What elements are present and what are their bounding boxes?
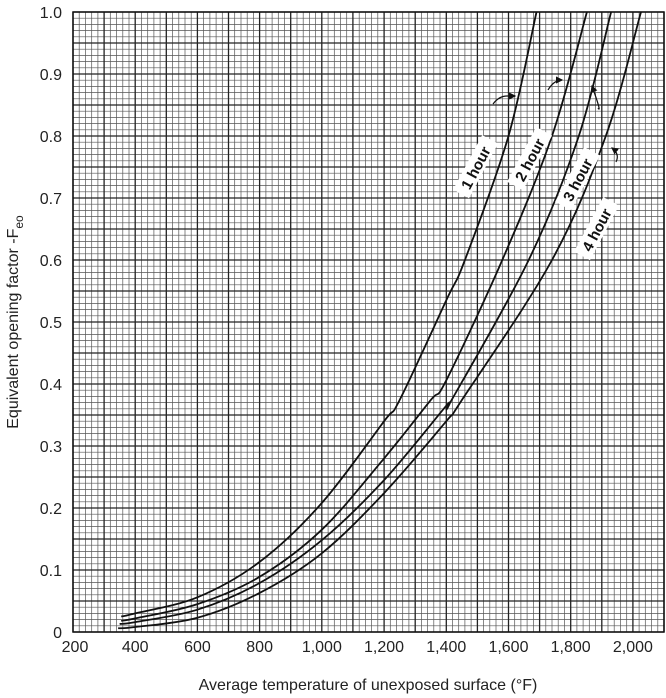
x-tick-label: 1,600 xyxy=(488,639,528,656)
y-tick-label: 0.3 xyxy=(40,439,62,456)
x-tick-label: 1,400 xyxy=(426,639,466,656)
curves xyxy=(118,11,642,630)
y-tick-label: 0.6 xyxy=(40,253,62,270)
y-axis-title-main: Equivalent opening factor -F xyxy=(5,228,22,428)
series-line-3-hour xyxy=(119,11,612,625)
y-tick-label: 0.9 xyxy=(40,67,62,84)
y-tick-labels: 0 0.1 0.2 0.3 0.4 0.5 0.6 0.7 0.8 0.9 1.0 xyxy=(40,5,62,642)
curve-label-arrow xyxy=(611,147,619,163)
y-tick-label: 0.2 xyxy=(40,501,62,518)
series-line-4-hour xyxy=(118,11,642,630)
x-tick-label: 600 xyxy=(184,639,211,656)
x-tick-labels: 200 400 600 800 1,000 1,200 1,400 1,600 1,800 2,0… xyxy=(62,639,653,656)
y-tick-label: 0.8 xyxy=(40,129,62,146)
y-tick-label: 0.1 xyxy=(40,563,62,580)
curve-label-background xyxy=(453,135,499,199)
y-tick-label: 0 xyxy=(53,625,62,642)
curve-label-background xyxy=(574,197,620,261)
y-tick-label: 1.0 xyxy=(40,5,62,22)
series-line-2-hour xyxy=(121,11,588,622)
curve-label-arrow xyxy=(492,92,517,105)
curve-label-arrow xyxy=(590,84,600,110)
series-line-1-hour xyxy=(121,11,538,618)
grid xyxy=(72,11,665,633)
curve-label: 1 hour xyxy=(458,144,495,193)
x-tick-label: 1,000 xyxy=(302,639,342,656)
curve-label-background xyxy=(507,127,553,191)
x-tick-label: 1,200 xyxy=(364,639,404,656)
y-tick-label: 0.7 xyxy=(40,191,62,208)
curve-label: 4 hour xyxy=(579,206,616,255)
x-tick-label: 200 xyxy=(62,639,89,656)
y-tick-label: 0.4 xyxy=(40,377,62,394)
x-tick-label: 800 xyxy=(246,639,273,656)
major-gridlines xyxy=(72,11,665,633)
x-tick-label: 400 xyxy=(122,639,149,656)
curve-label-arrow xyxy=(547,76,564,91)
y-axis-title-subscript: eo xyxy=(12,215,26,229)
curve-label-background xyxy=(555,147,601,211)
y-axis-title: Equivalent opening factor -Feo xyxy=(5,215,26,429)
x-axis-title: Average temperature of unexposed surface… xyxy=(199,677,538,694)
plot-frame xyxy=(72,11,665,633)
x-tick-label: 2,000 xyxy=(613,639,653,656)
x-tick-label: 1,800 xyxy=(551,639,591,656)
y-tick-label: 0.5 xyxy=(40,315,62,332)
curve-label: 3 hour xyxy=(560,156,597,205)
